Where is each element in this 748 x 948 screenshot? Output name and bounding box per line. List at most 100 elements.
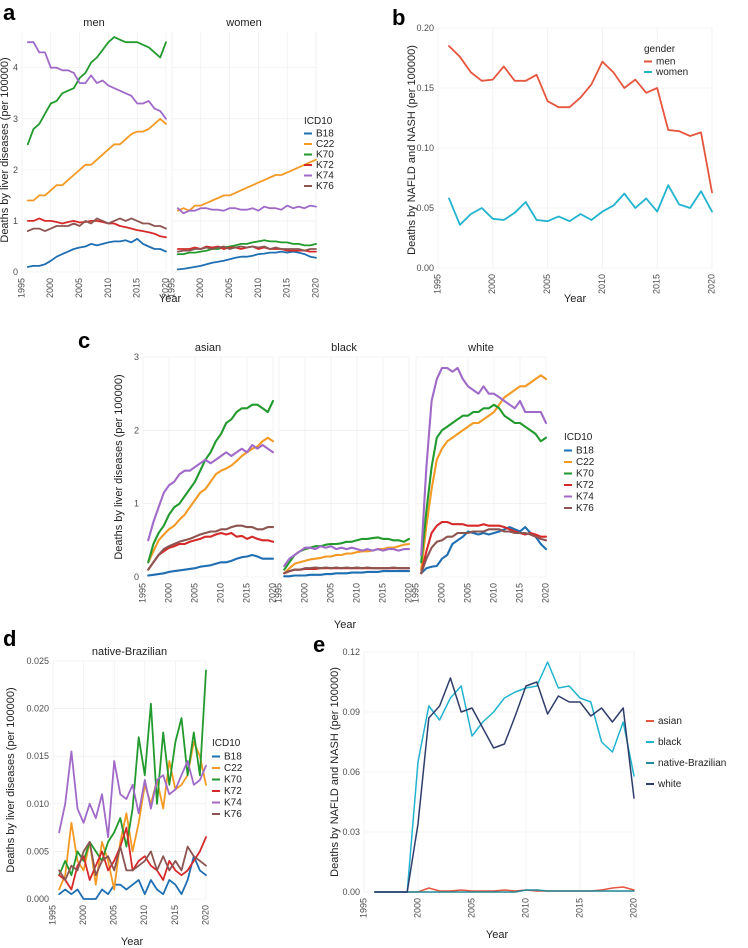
legend-label-K74: K74 bbox=[224, 798, 242, 809]
series-line-women bbox=[448, 184, 713, 226]
series-line-K76 bbox=[26, 217, 167, 233]
series-line-C22 bbox=[283, 542, 411, 575]
legend-label-K76: K76 bbox=[316, 181, 334, 192]
y-tick-label: 0.06 bbox=[342, 767, 360, 777]
x-tick-label: 2015 bbox=[170, 905, 180, 925]
y-tick-label: 0.015 bbox=[26, 751, 49, 761]
facet-title: women bbox=[225, 17, 261, 29]
series-line-K76 bbox=[420, 528, 548, 575]
y-axis-label: Deaths by liver diseases (per 100000) bbox=[0, 57, 11, 242]
x-tick-label: 2000 bbox=[412, 898, 422, 918]
series-line-C22 bbox=[147, 436, 275, 564]
legend-label-K74: K74 bbox=[316, 171, 334, 182]
x-tick-label: 2020 bbox=[160, 278, 170, 298]
legend-label-B18: B18 bbox=[224, 752, 242, 763]
series-line-C22 bbox=[420, 374, 548, 571]
x-tick-label: 2005 bbox=[109, 905, 119, 925]
x-tick-label: 2000 bbox=[163, 583, 173, 603]
legend-label-K72: K72 bbox=[316, 160, 334, 171]
y-tick-label: 0.10 bbox=[416, 143, 434, 153]
series-line-B18 bbox=[147, 553, 275, 577]
y-tick-label: 2 bbox=[13, 165, 18, 175]
x-tick-label: 1995 bbox=[47, 905, 57, 925]
y-tick-label: 0.020 bbox=[26, 704, 49, 714]
x-axis-label: Year bbox=[121, 936, 144, 948]
series-line-men bbox=[448, 45, 713, 194]
series-line-K76 bbox=[283, 566, 411, 575]
x-tick-label: 1995 bbox=[16, 278, 26, 298]
x-tick-label: 2015 bbox=[574, 898, 584, 918]
x-tick-label: 2010 bbox=[253, 278, 263, 298]
y-tick-label: 0.000 bbox=[26, 894, 49, 904]
series-line-B18 bbox=[176, 250, 317, 271]
y-tick-label: 0 bbox=[13, 267, 18, 277]
x-tick-label: 2015 bbox=[514, 583, 524, 603]
y-axis-label: Deaths by liver diseases (per 100000) bbox=[113, 374, 125, 559]
panel-label-b: b bbox=[392, 5, 405, 30]
y-tick-label: 0.09 bbox=[342, 707, 360, 717]
x-tick-label: 2005 bbox=[224, 278, 234, 298]
panel-label-e: e bbox=[313, 632, 325, 657]
panel-e: 1995 2000 2005 2010 2015 2020 0.00 0.03 0.06 0.09… bbox=[342, 647, 638, 918]
legend-label-K72: K72 bbox=[576, 480, 594, 491]
y-tick-label: 0.010 bbox=[26, 799, 49, 809]
series-line-B18 bbox=[283, 570, 411, 578]
x-tick-label: 1995 bbox=[410, 583, 420, 603]
legend-label-K76: K76 bbox=[576, 503, 594, 514]
x-tick-label: 2015 bbox=[282, 278, 292, 298]
series-line-K76 bbox=[147, 524, 275, 571]
y-tick-label: 4 bbox=[13, 63, 18, 73]
x-tick-label: 2020 bbox=[628, 898, 638, 918]
facet-title: asian bbox=[195, 342, 221, 354]
legend-label-native-Brazilian: native-Brazilian bbox=[658, 758, 726, 769]
x-tick-label: 2015 bbox=[377, 583, 387, 603]
legend-label-B18: B18 bbox=[576, 446, 594, 457]
series-line-B18 bbox=[58, 855, 207, 900]
facet-title: men bbox=[83, 17, 104, 29]
y-tick-label: 0.20 bbox=[416, 23, 434, 33]
x-tick-label: 1995 bbox=[358, 898, 368, 918]
panel-label-a: a bbox=[3, 0, 16, 25]
panel-label-c: c bbox=[78, 328, 90, 353]
series-line-K72 bbox=[26, 217, 167, 239]
facet-title: native-Brazilian bbox=[92, 646, 167, 658]
x-tick-label: 2000 bbox=[299, 583, 309, 603]
x-tick-label: 2000 bbox=[436, 583, 446, 603]
series-line-K70 bbox=[420, 403, 548, 564]
panel-c-white: 1995 2000 2005 2010 2015 2020 white bbox=[410, 342, 550, 603]
legend-title: ICD10 bbox=[212, 738, 241, 749]
x-tick-label: 2020 bbox=[706, 274, 716, 294]
x-tick-label: 2010 bbox=[215, 583, 225, 603]
x-tick-label: 2020 bbox=[310, 278, 320, 298]
x-tick-label: 2000 bbox=[78, 905, 88, 925]
series-line-K74 bbox=[26, 41, 167, 120]
x-tick-label: 1995 bbox=[432, 274, 442, 294]
x-tick-label: 2005 bbox=[189, 583, 199, 603]
x-tick-label: 1995 bbox=[166, 278, 176, 298]
y-axis-label: Deaths by NAFLD and NASH (per 100000) bbox=[329, 667, 341, 877]
series-line-K70 bbox=[283, 536, 411, 571]
x-tick-label: 2005 bbox=[542, 274, 552, 294]
y-tick-label: 0 bbox=[134, 572, 139, 582]
legend-label-K70: K70 bbox=[576, 469, 594, 480]
legend-label-K70: K70 bbox=[224, 775, 242, 786]
legend-label-K74: K74 bbox=[576, 492, 594, 503]
y-tick-label: 0.05 bbox=[416, 203, 434, 213]
x-tick-label: 2000 bbox=[195, 278, 205, 298]
legend: asian black native-Brazilian white bbox=[646, 716, 726, 790]
x-tick-label: 2010 bbox=[597, 274, 607, 294]
legend-label-B18: B18 bbox=[316, 129, 334, 140]
panel-b: 1995 2000 2005 2010 2015 2020 0.00 0.05 0.10 0.15… bbox=[416, 23, 716, 294]
series-line-K74 bbox=[147, 443, 275, 542]
y-axis-label: Deaths by liver diseases (per 100000) bbox=[5, 687, 17, 872]
y-tick-label: 0.005 bbox=[26, 846, 49, 856]
series-line-K70 bbox=[176, 239, 317, 256]
legend-label-K70: K70 bbox=[316, 150, 334, 161]
legend-label-white: white bbox=[657, 779, 682, 790]
panel-a-women: 1995 2000 2005 2010 2015 2020 women bbox=[166, 17, 320, 298]
series-line-K72 bbox=[420, 520, 548, 575]
legend-label-men: men bbox=[656, 57, 675, 68]
series-line-black bbox=[374, 661, 635, 893]
